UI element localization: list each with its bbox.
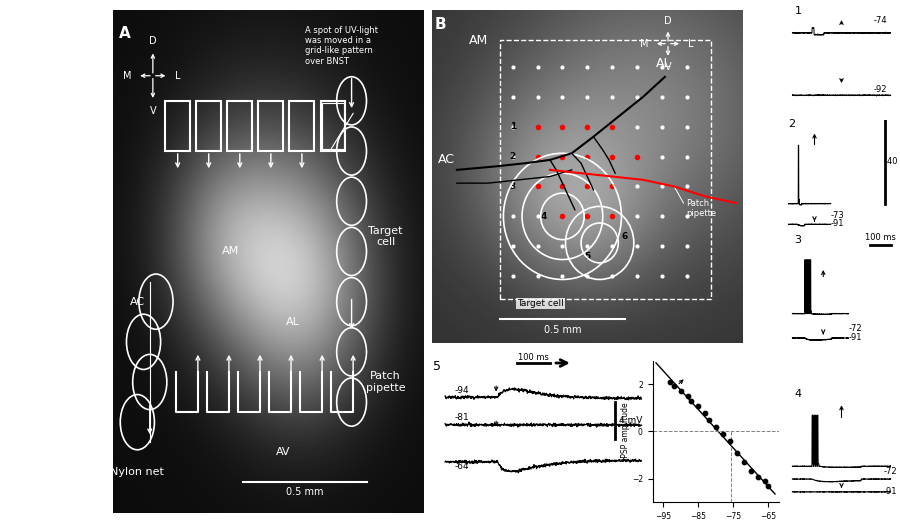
Point [673,387,688,396]
Point [691,402,706,410]
Text: L: L [688,39,693,49]
Text: A: A [119,26,130,40]
Text: D: D [149,36,157,46]
Point [684,396,698,405]
Text: -81: -81 [454,413,470,422]
Text: 100 ms: 100 ms [518,353,549,362]
Text: 3: 3 [509,182,516,191]
Y-axis label: IPSP amplitude: IPSP amplitude [621,403,630,460]
Text: -91: -91 [849,334,862,343]
Text: Target
cell: Target cell [368,225,403,247]
Text: -91: -91 [883,487,896,496]
Text: AM: AM [222,246,239,256]
Text: Patch
pipette: Patch pipette [366,371,406,393]
Text: 5: 5 [584,252,590,261]
Point [760,481,775,490]
Point [662,378,677,386]
Text: B: B [435,17,446,32]
Text: -91: -91 [831,220,844,229]
Text: 2: 2 [509,152,516,161]
Text: 5: 5 [433,360,441,373]
Text: 1: 1 [795,6,802,16]
Bar [290,101,314,151]
Text: AC: AC [130,297,145,306]
Point [698,408,712,417]
Text: AV: AV [276,447,291,457]
Text: AL: AL [655,57,671,70]
Text: 3: 3 [794,235,801,245]
Text: L: L [175,71,180,81]
Bar [320,101,346,151]
Bar [228,101,252,151]
Text: V: V [665,62,671,72]
Point [716,430,730,438]
Text: AM: AM [469,34,489,47]
Text: AL: AL [285,317,300,327]
Text: 0.5 mm: 0.5 mm [286,487,324,497]
Point [666,381,680,390]
Text: M: M [122,71,131,81]
Point [743,468,758,476]
Text: D: D [664,16,671,26]
Bar [322,104,344,149]
Text: 4: 4 [541,212,547,221]
Text: -74: -74 [873,16,887,26]
Text: Target cell: Target cell [518,299,564,308]
Text: -64: -64 [454,462,470,471]
Bar [196,101,221,151]
Text: 2: 2 [788,119,796,129]
Text: M: M [640,39,648,49]
Text: -72: -72 [849,324,862,333]
Text: V: V [149,106,157,116]
Point [757,477,771,485]
Point [729,449,743,457]
Bar [500,40,712,299]
Text: -72: -72 [883,467,897,476]
Text: AC: AC [438,153,455,166]
Text: -92: -92 [873,85,886,94]
Bar [166,101,190,151]
Text: Patch
pipette: Patch pipette [687,199,716,219]
Point [680,392,695,401]
Text: 100 ms: 100 ms [865,233,896,242]
Text: 4 mV: 4 mV [618,416,642,425]
Text: -94: -94 [454,385,470,394]
Point [736,458,751,467]
Text: 0.5 mm: 0.5 mm [544,325,581,335]
Text: 4: 4 [795,389,802,399]
Text: A spot of UV-light
was moved in a
grid-like pattern
over BNST: A spot of UV-light was moved in a grid-l… [305,26,378,66]
Bar [258,101,284,151]
Text: 6: 6 [621,232,627,241]
Text: 40 mV: 40 mV [886,157,900,166]
Point [701,415,716,424]
Text: 1: 1 [509,122,516,131]
Text: -73: -73 [831,211,844,220]
Text: Nylon net: Nylon net [111,468,165,477]
Point [723,437,737,445]
Point [751,473,765,482]
Point [708,423,723,431]
